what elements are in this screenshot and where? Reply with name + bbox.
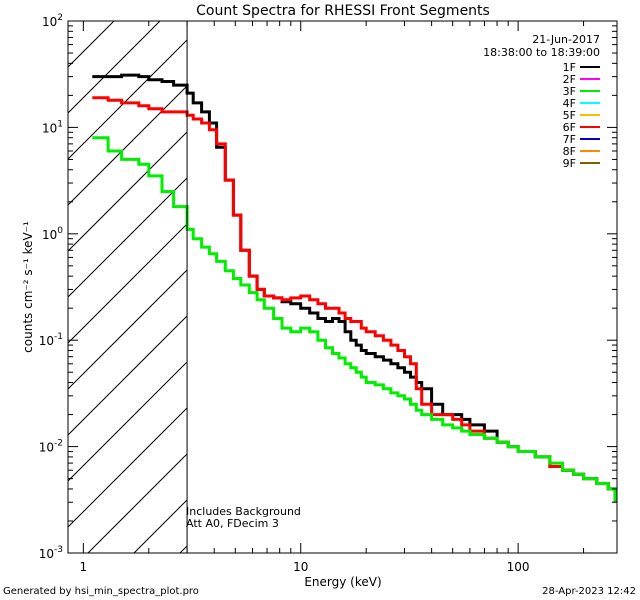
chart-title: Count Spectra for RHESSI Front Segments bbox=[196, 3, 490, 19]
y-tick-label: 10-3 bbox=[39, 545, 63, 561]
y-tick-exponent: 2 bbox=[57, 13, 63, 23]
x-tick-label: 10 bbox=[293, 560, 308, 574]
x-axis-ticks: 1 10 100 bbox=[80, 21, 585, 574]
legend-label: 7F bbox=[563, 133, 576, 146]
y-tick-base: 10 bbox=[39, 441, 54, 455]
y-tick-base: 10 bbox=[42, 15, 57, 29]
y-tick-base: 10 bbox=[42, 121, 57, 135]
hatch-line bbox=[68, 21, 207, 160]
y-tick-base: 10 bbox=[42, 228, 57, 242]
legend-label: 1F bbox=[563, 61, 576, 74]
footer-timestamp: 28-Apr-2023 12:42 bbox=[542, 586, 636, 597]
attenuator-hatched-region bbox=[68, 21, 617, 553]
y-tick-label: 101 bbox=[42, 119, 63, 135]
series-line-3F bbox=[92, 136, 617, 503]
attenuator-note: Att A0, FDecim 3 bbox=[186, 517, 279, 530]
y-tick-label: 100 bbox=[42, 226, 63, 242]
date-annotation: 21-Jun-2017 bbox=[532, 33, 600, 46]
legend-label: 8F bbox=[563, 145, 576, 158]
y-tick-exponent: 0 bbox=[57, 226, 63, 236]
legend-label: 6F bbox=[563, 121, 576, 134]
time-range-annotation: 18:38:00 to 18:39:00 bbox=[483, 46, 600, 59]
y-tick-base: 10 bbox=[39, 547, 54, 561]
x-tick-label: 100 bbox=[507, 560, 530, 574]
x-tick-label: 1 bbox=[80, 560, 88, 574]
y-tick-exponent: -3 bbox=[54, 545, 63, 555]
y-tick-exponent: -2 bbox=[54, 439, 63, 449]
footer-generated-by: Generated by hsi_min_spectra_plot.pro bbox=[3, 586, 199, 597]
y-axis-label: counts cm⁻² s⁻¹ keV⁻¹ bbox=[21, 221, 35, 353]
hatch-line bbox=[68, 21, 161, 114]
legend-label: 3F bbox=[563, 85, 576, 98]
legend-label: 4F bbox=[563, 97, 576, 110]
y-tick-exponent: -1 bbox=[54, 332, 63, 342]
legend-label: 5F bbox=[563, 109, 576, 122]
plot-frame bbox=[67, 20, 618, 554]
x-axis-label: Energy (keV) bbox=[304, 575, 381, 589]
series-layer bbox=[92, 73, 617, 503]
legend-label: 2F bbox=[563, 73, 576, 86]
y-tick-label: 10-1 bbox=[39, 332, 63, 348]
y-tick-exponent: 1 bbox=[57, 119, 63, 129]
y-tick-base: 10 bbox=[39, 334, 54, 348]
y-tick-label: 102 bbox=[42, 13, 63, 29]
y-tick-label: 10-2 bbox=[39, 439, 63, 455]
background-note: Includes Background bbox=[186, 505, 301, 518]
legend-label: 9F bbox=[563, 157, 576, 170]
